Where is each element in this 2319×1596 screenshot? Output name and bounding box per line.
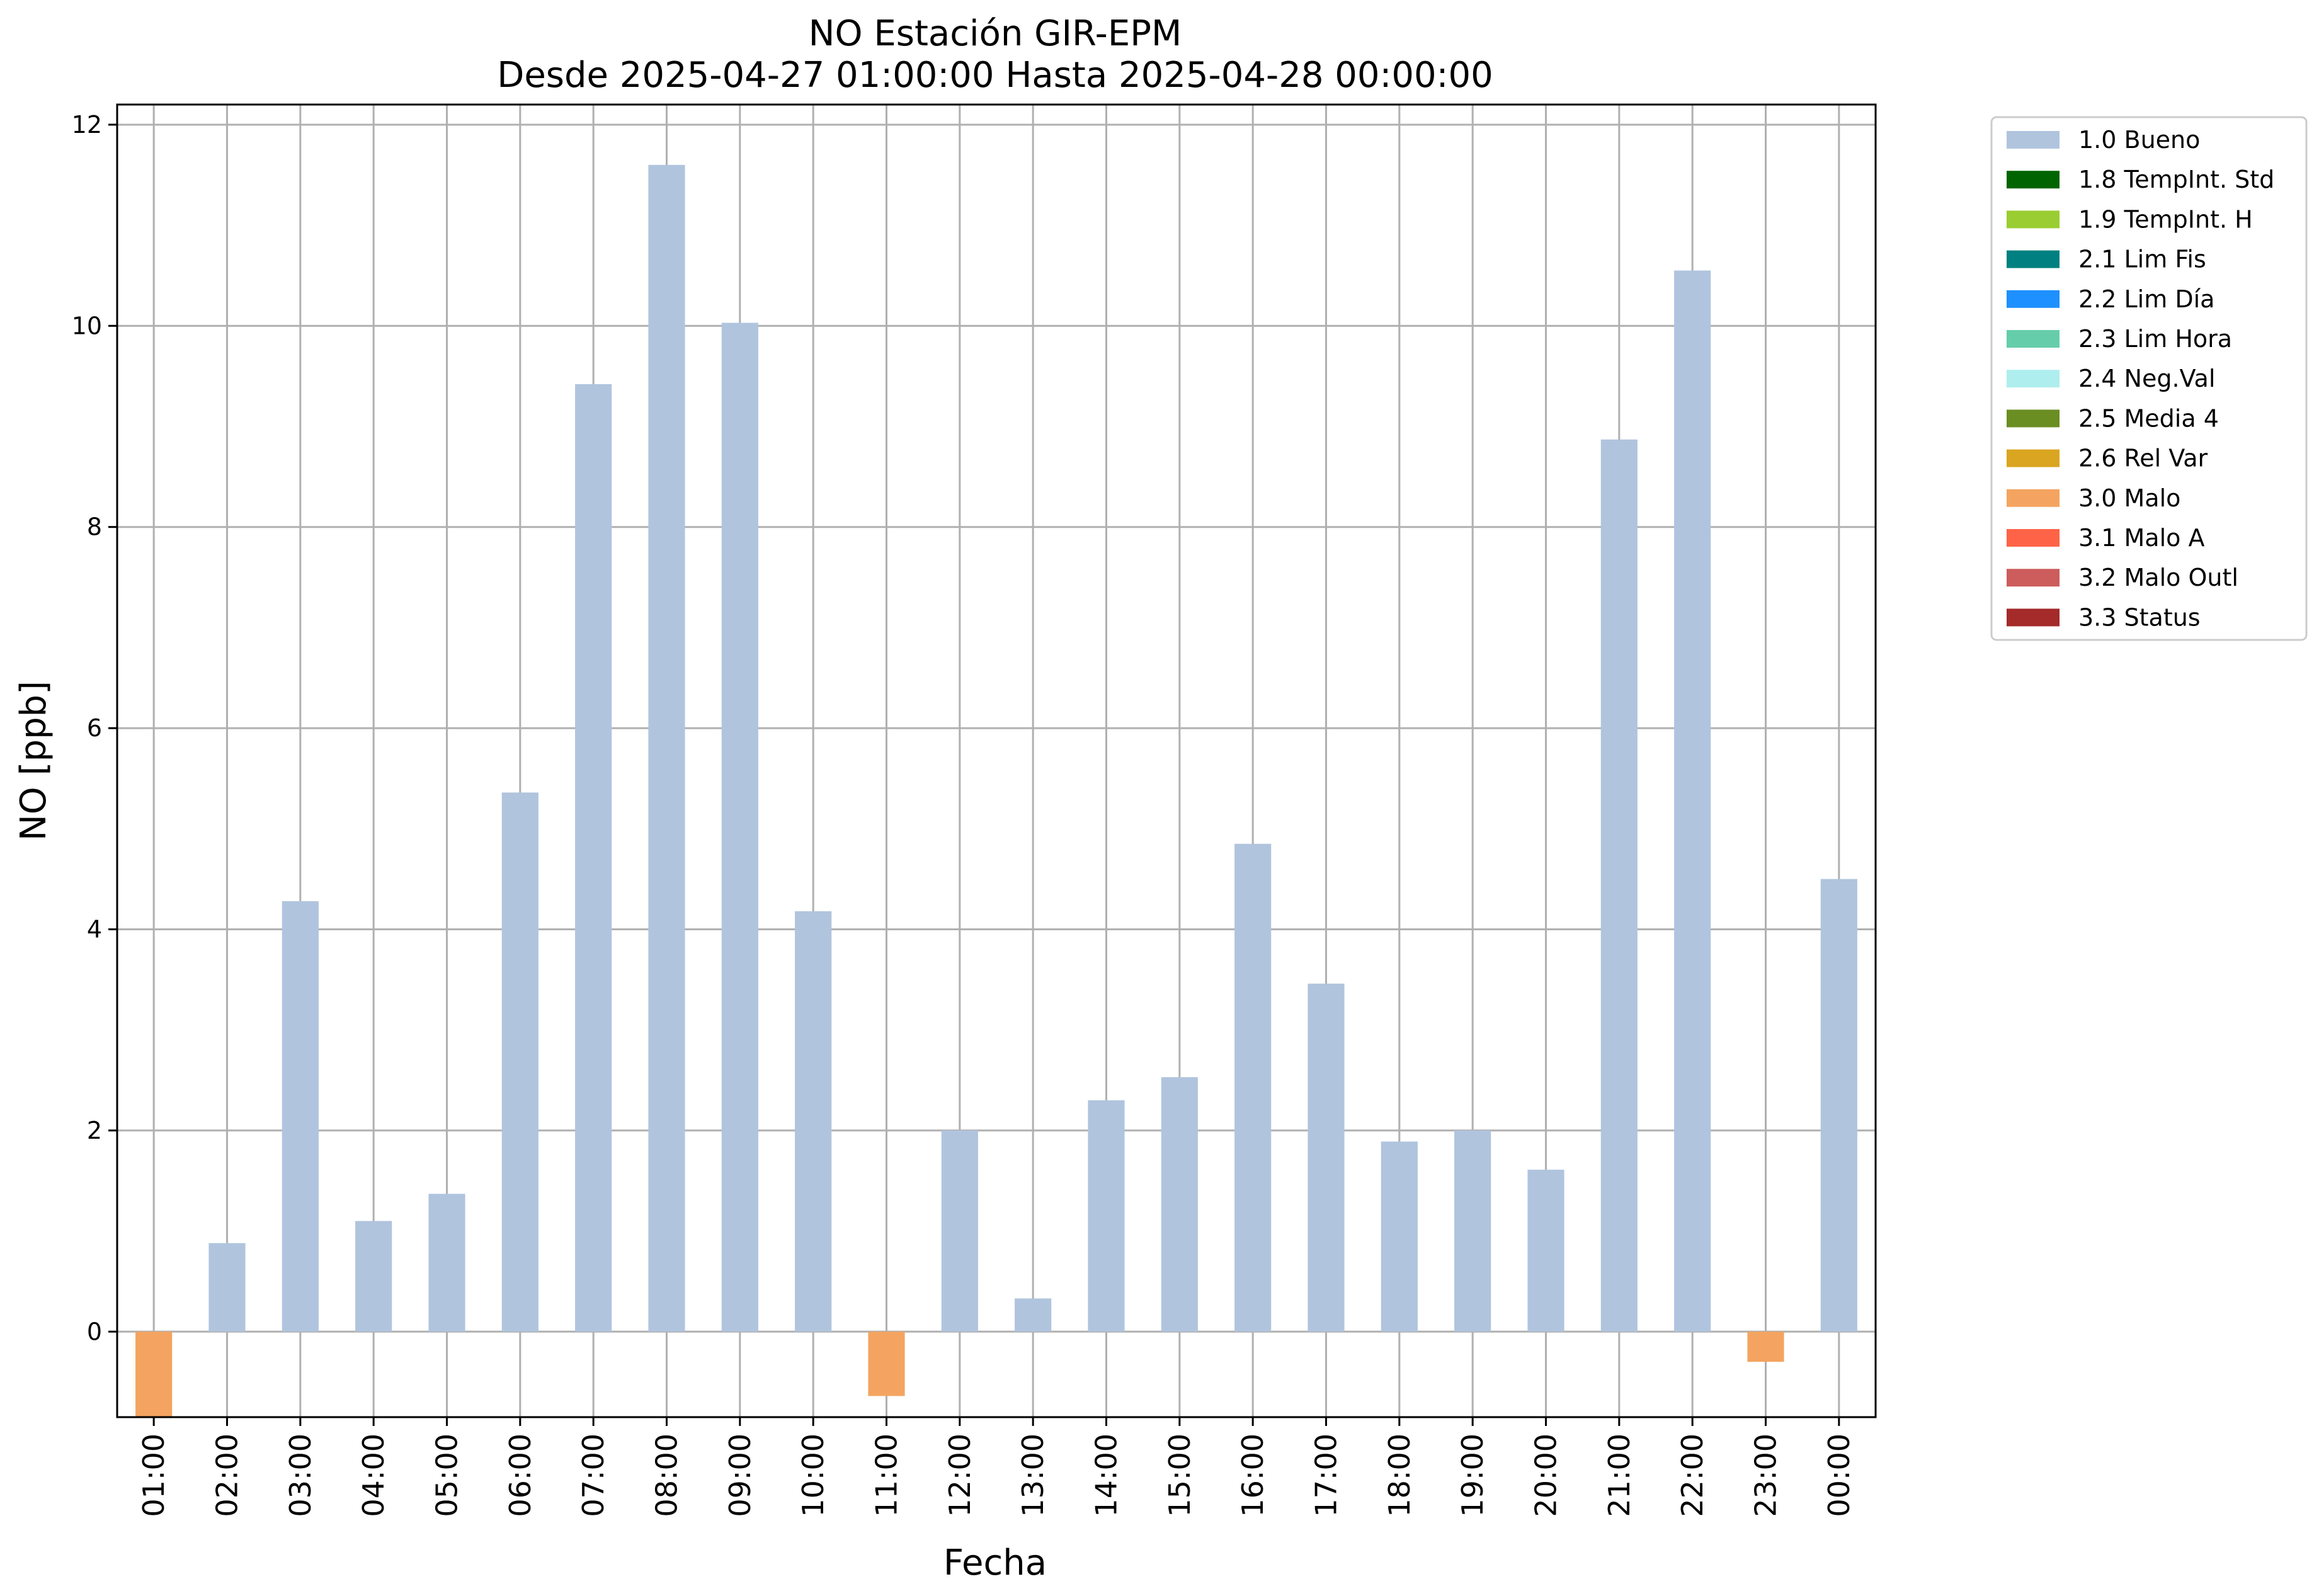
x-tick-label-8: 09:00 [723, 1434, 757, 1517]
x-tick-label-4: 05:00 [430, 1434, 464, 1517]
bar-08:00 [648, 164, 685, 1332]
legend-label-3: 2.1 Lim Fis [2078, 246, 2206, 273]
legend-frame [1990, 116, 2308, 641]
y-tick-label-6: 12 [72, 111, 102, 139]
x-tick-label-5: 06:00 [503, 1434, 537, 1517]
legend-label-11: 3.2 Malo Outl [2078, 564, 2238, 591]
y-tick-label-1: 2 [87, 1117, 102, 1144]
legend-swatch-11 [2007, 569, 2060, 587]
bar-04:00 [355, 1221, 392, 1332]
y-tick-label-3: 6 [87, 714, 102, 742]
bar-03:00 [282, 901, 319, 1332]
bar-18:00 [1381, 1141, 1418, 1332]
bar-05:00 [428, 1194, 465, 1332]
bar-02:00 [208, 1243, 246, 1332]
x-tick-label-22: 23:00 [1749, 1434, 1783, 1517]
legend-swatch-8 [2007, 449, 2060, 467]
bar-06:00 [501, 792, 538, 1332]
bar-20:00 [1527, 1170, 1564, 1332]
bar-00:00 [1820, 879, 1857, 1332]
legend-label-9: 3.0 Malo [2078, 484, 2180, 512]
bar-21:00 [1600, 439, 1638, 1332]
x-tick-label-9: 10:00 [796, 1434, 830, 1517]
x-axis-ticks: 01:00 02:00 03:00 04:00 05:00 06:00 07:00 08:00… [137, 1417, 1856, 1517]
legend-swatch-4 [2007, 290, 2060, 308]
bar-01:00 [135, 1331, 173, 1417]
bar-22:00 [1674, 270, 1711, 1332]
legend-swatch-5 [2007, 330, 2060, 348]
legend-label-1: 1.8 TempInt. Std [2078, 166, 2274, 193]
legend-swatch-12 [2007, 608, 2060, 627]
legend-label-6: 2.4 Neg.Val [2078, 365, 2215, 392]
bar-15:00 [1161, 1077, 1198, 1332]
x-tick-label-14: 15:00 [1163, 1434, 1197, 1517]
legend-label-10: 3.1 Malo A [2078, 524, 2204, 552]
x-tick-label-13: 14:00 [1090, 1434, 1124, 1517]
chart-title: NO Estación GIR-EPM [809, 13, 1182, 54]
x-tick-label-23: 00:00 [1822, 1434, 1856, 1517]
legend-label-7: 2.5 Media 4 [2078, 404, 2219, 432]
bar-11:00 [868, 1331, 905, 1396]
legend-swatch-0 [2007, 131, 2060, 149]
x-tick-label-0: 01:00 [137, 1434, 171, 1517]
legend-label-2: 1.9 TempInt. H [2078, 205, 2253, 233]
bars-group [135, 164, 1857, 1417]
legend-swatch-7 [2007, 409, 2060, 428]
x-tick-label-20: 21:00 [1602, 1434, 1636, 1517]
legend-label-8: 2.6 Rel Var [2078, 445, 2208, 472]
x-axis-label: Fecha [943, 1542, 1047, 1583]
x-tick-label-18: 19:00 [1456, 1434, 1490, 1517]
y-axis-label: NO [ppb] [13, 681, 54, 841]
x-tick-label-6: 07:00 [576, 1434, 610, 1517]
legend: 1.0 Bueno 1.8 TempInt. Std 1.9 TempInt. H 2… [1990, 116, 2308, 641]
y-tick-label-2: 4 [87, 915, 102, 943]
x-tick-label-16: 17:00 [1309, 1434, 1343, 1517]
bar-14:00 [1088, 1100, 1125, 1332]
bar-12:00 [941, 1130, 978, 1332]
x-tick-label-2: 03:00 [283, 1434, 317, 1517]
plot-frame [116, 103, 1877, 1418]
x-tick-label-21: 22:00 [1675, 1434, 1709, 1517]
bar-09:00 [721, 322, 758, 1332]
legend-swatch-9 [2007, 489, 2060, 507]
legend-label-5: 2.3 Lim Hora [2078, 325, 2232, 353]
y-axis-ticks: 0 2 4 6 8 10 12 [72, 111, 117, 1345]
bar-19:00 [1454, 1130, 1491, 1332]
legend-swatch-3 [2007, 250, 2060, 268]
x-tick-label-12: 13:00 [1016, 1434, 1050, 1517]
y-tick-label-5: 10 [72, 312, 102, 339]
x-tick-label-3: 04:00 [356, 1434, 390, 1517]
x-tick-label-19: 20:00 [1529, 1434, 1563, 1517]
legend-swatch-1 [2007, 171, 2060, 189]
legend-swatch-6 [2007, 370, 2060, 388]
legend-label-4: 2.2 Lim Día [2078, 285, 2214, 313]
bar-23:00 [1747, 1331, 1784, 1362]
legend-label-0: 1.0 Bueno [2078, 126, 2200, 154]
x-tick-label-17: 18:00 [1382, 1434, 1416, 1517]
bar-07:00 [575, 384, 612, 1332]
legend-label-12: 3.3 Status [2078, 603, 2201, 631]
y-tick-label-4: 8 [87, 513, 102, 541]
bar-16:00 [1234, 843, 1272, 1332]
x-tick-label-15: 16:00 [1236, 1434, 1270, 1517]
legend-swatch-10 [2007, 529, 2060, 547]
x-tick-label-11: 12:00 [943, 1434, 977, 1517]
bar-17:00 [1308, 983, 1345, 1332]
x-tick-label-1: 02:00 [210, 1434, 244, 1517]
legend-swatch-2 [2007, 210, 2060, 229]
x-tick-label-10: 11:00 [870, 1434, 904, 1517]
bar-13:00 [1015, 1298, 1052, 1332]
y-tick-label-0: 0 [87, 1318, 102, 1345]
x-tick-label-7: 08:00 [650, 1434, 684, 1517]
bar-10:00 [795, 911, 832, 1332]
chart-subtitle: Desde 2025-04-27 01:00:00 Hasta 2025-04-… [497, 55, 1493, 96]
